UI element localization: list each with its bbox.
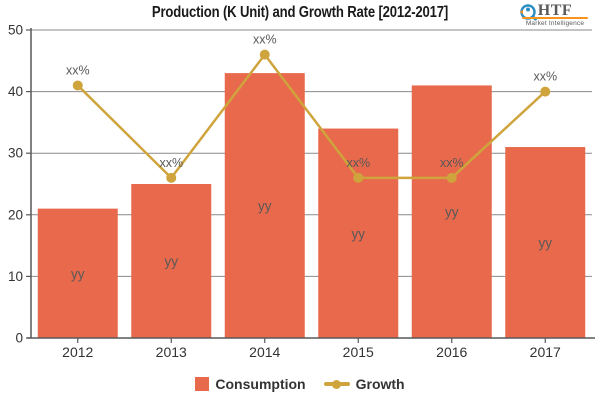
x-tick-label-2014: 2014 (249, 344, 280, 360)
x-tick-label-2015: 2015 (343, 344, 374, 360)
bar-2013 (131, 184, 212, 338)
bar-2012 (37, 208, 118, 338)
bar-2017 (505, 147, 586, 338)
legend-label-consumption: Consumption (215, 376, 306, 392)
bar-value-label-2014: yy (258, 199, 272, 214)
consumption-swatch-icon (195, 377, 210, 391)
growth-line-marker-icon (323, 379, 350, 389)
growth-point-2016 (446, 172, 457, 183)
bar-value-label-2013: yy (165, 254, 179, 269)
htf-logo-text: HTF (537, 2, 573, 19)
legend-label-growth: Growth (355, 376, 405, 392)
y-tick-label-40: 40 (8, 84, 23, 99)
growth-line (76, 52, 547, 180)
htf-logo: HTF Market Intelligence (518, 3, 592, 27)
growth-point-2013 (166, 172, 177, 183)
growth-point-2014 (259, 49, 270, 60)
bar-value-label-2016: yy (445, 205, 459, 220)
growth-value-label-2014: xx% (253, 33, 277, 47)
growth-value-label-2015: xx% (346, 156, 370, 170)
legend-item-consumption: Consumption (195, 376, 306, 392)
growth-point-2012 (72, 80, 83, 91)
chart-title: Production (K Unit) and Growth Rate [201… (151, 4, 449, 21)
x-tick-label-2016: 2016 (436, 344, 467, 360)
y-tick-label-30: 30 (8, 146, 23, 161)
growth-point-2015 (353, 172, 364, 183)
chart-legend: Consumption Growth (0, 374, 600, 394)
growth-value-label-2013: xx% (159, 156, 183, 170)
htf-logo-subtitle: Market Intelligence (525, 20, 585, 27)
y-tick-label-10: 10 (8, 269, 23, 284)
chart-svg: 0 10 20 30 40 50 yy yy yy yy yy yy 2012 2013 2014 2015 2… (8, 23, 595, 360)
growth-value-label-2017: xx% (533, 70, 557, 84)
growth-value-label-2016: xx% (440, 156, 464, 170)
y-tick-label-50: 50 (8, 23, 23, 38)
legend-item-growth: Growth (323, 376, 405, 392)
bar-2016 (411, 85, 492, 338)
bar-value-label-2015: yy (352, 226, 366, 241)
bar-2015 (318, 128, 399, 338)
htf-logo-swoosh (522, 17, 588, 19)
bar-value-label-2017: yy (539, 236, 553, 251)
growth-point-2017 (540, 86, 551, 97)
growth-value-label-2012: xx% (66, 63, 90, 77)
x-tick-label-2012: 2012 (62, 344, 93, 360)
bar-value-label-2012: yy (71, 266, 85, 281)
bar-2014 (224, 73, 305, 339)
y-tick-label-0: 0 (15, 331, 23, 346)
x-tick-label-2013: 2013 (156, 344, 187, 360)
y-tick-label-20: 20 (8, 207, 23, 222)
x-tick-label-2017: 2017 (530, 344, 561, 360)
